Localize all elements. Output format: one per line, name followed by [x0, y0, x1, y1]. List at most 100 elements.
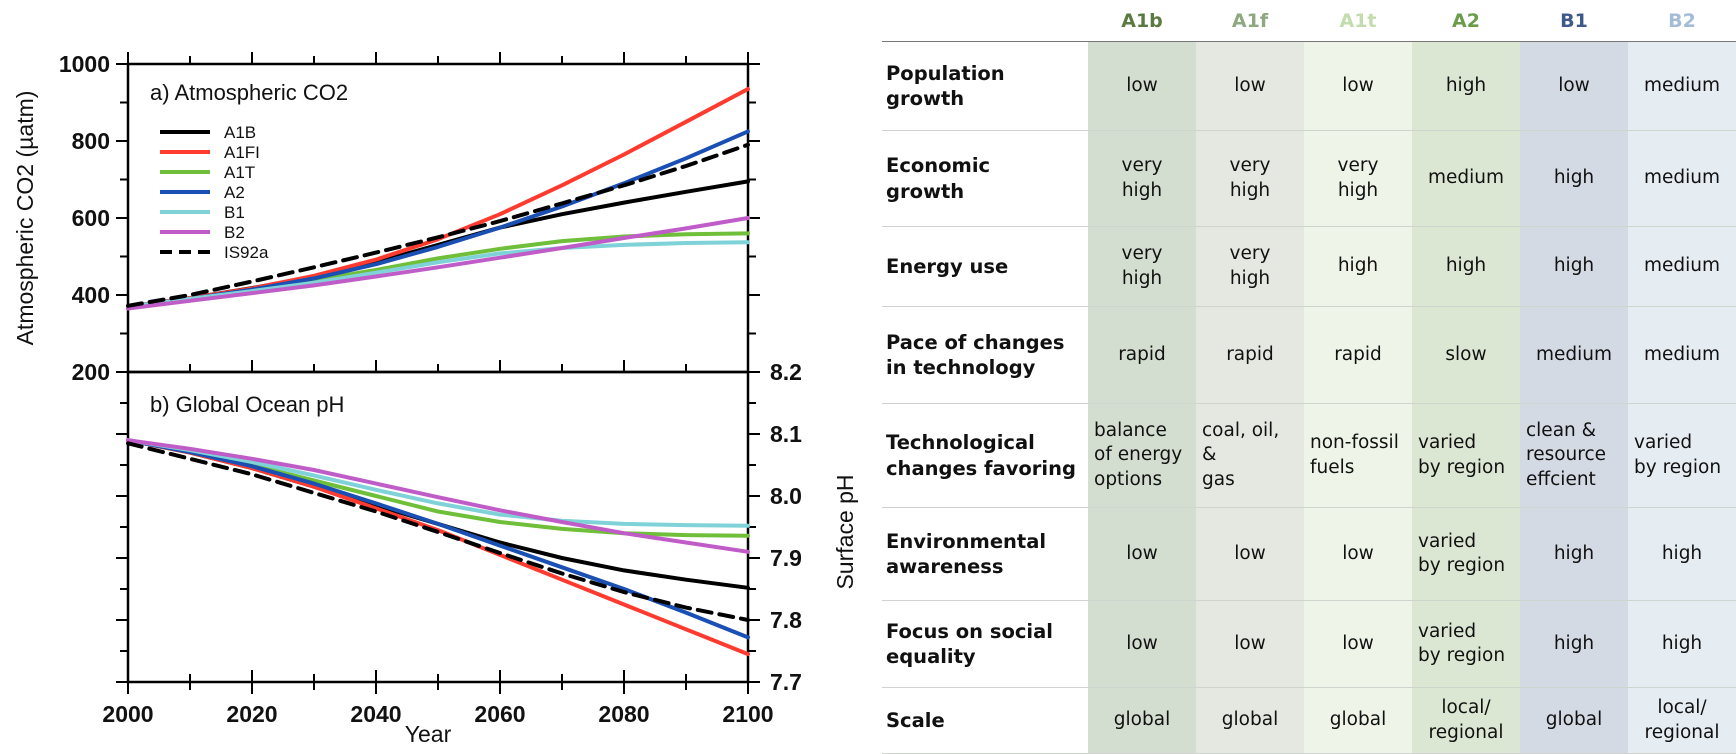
table-cell: rapid	[1196, 306, 1304, 404]
legend-label-a2: A2	[224, 183, 245, 202]
y-tick-label: 7.8	[770, 607, 802, 633]
y-tick-label: 8.1	[770, 421, 802, 447]
table-cell: low	[1196, 507, 1304, 601]
x-tick-label: 2080	[598, 701, 649, 727]
table-cell: high	[1628, 507, 1736, 601]
y-tick-label: 7.7	[770, 669, 802, 695]
table-cell: low	[1088, 41, 1196, 131]
table-row: Environmental awareness low low low varied by …	[882, 507, 1736, 601]
table-cell: medium	[1628, 130, 1736, 227]
table-cell: balance of energy options	[1088, 403, 1196, 508]
table-cell: coal, oil, & gas	[1196, 403, 1304, 508]
table-row: Technological changes favoring balance of e…	[882, 403, 1736, 508]
legend-label-is92a: IS92a	[224, 243, 269, 262]
table-header-corner	[882, 0, 1088, 42]
column-header-a1f: A1f	[1196, 0, 1304, 42]
legend-label-a1fi: A1FI	[224, 143, 260, 162]
column-header-b2: B2	[1628, 0, 1736, 42]
table-cell: low	[1088, 600, 1196, 688]
row-header: Environmental awareness	[882, 507, 1088, 601]
row-header: Energy use	[882, 226, 1088, 307]
legend-label-a1b: A1B	[224, 123, 256, 142]
table-row: Economic growth very high very high very high me…	[882, 130, 1736, 227]
x-tick-label: 2000	[102, 701, 153, 727]
table-cell: high	[1628, 600, 1736, 688]
y-tick-label: 1000	[59, 51, 110, 77]
table-cell: varied by region	[1628, 403, 1736, 508]
y-tick-label: 8.2	[770, 359, 802, 385]
table-cell: local/regional	[1412, 687, 1520, 754]
table-cell: high	[1520, 130, 1628, 227]
table-cell: slow	[1412, 306, 1520, 404]
panel-b-frame	[126, 370, 750, 684]
panel-b-title: b) Global Ocean pH	[150, 392, 344, 417]
y-tick-label: 800	[72, 128, 110, 154]
y-tick-label: 400	[72, 282, 110, 308]
series-line-b2	[126, 438, 750, 554]
table-cell: clean & resource effcient	[1520, 403, 1628, 508]
panel-a-title: a) Atmospheric CO2	[150, 80, 348, 105]
legend-label-a1t: A1T	[224, 163, 255, 182]
legend-label-b1: B1	[224, 203, 245, 222]
table-cell: low	[1196, 41, 1304, 131]
table-cell: global	[1088, 687, 1196, 754]
y-tick-label: 8.0	[770, 483, 802, 509]
table-cell: rapid	[1088, 306, 1196, 404]
x-tick-label: 2040	[350, 701, 401, 727]
table-cell: very high	[1196, 226, 1304, 307]
column-header-a2: A2	[1412, 0, 1520, 42]
table-cell: very high	[1304, 130, 1412, 227]
table-row: Population growth low low low high low medium	[882, 41, 1736, 131]
series-line-is92a	[126, 441, 750, 622]
y-tick-label: 7.9	[770, 545, 802, 571]
table-cell: low	[1520, 41, 1628, 131]
table-cell: medium	[1520, 306, 1628, 404]
x-axis-label: Year	[405, 721, 452, 747]
table-cell: high	[1412, 41, 1520, 131]
series-line-a1fi	[126, 438, 750, 657]
table-cell: high	[1304, 226, 1412, 307]
table-cell: high	[1412, 226, 1520, 307]
row-header: Pace of changes in technology	[882, 306, 1088, 404]
table-cell: very high	[1088, 226, 1196, 307]
table-cell: global	[1196, 687, 1304, 754]
column-header-b1: B1	[1520, 0, 1628, 42]
x-tick-label: 2020	[226, 701, 277, 727]
series-line-is92a	[126, 142, 750, 308]
table-cell: high	[1520, 507, 1628, 601]
panel-a-frame	[126, 62, 750, 374]
y-tick-label: 600	[72, 205, 110, 231]
table-cell: rapid	[1304, 306, 1412, 404]
table-cell: global	[1304, 687, 1412, 754]
table-row: Scale global global global local/regional glo…	[882, 687, 1736, 754]
table-cell: local/regional	[1628, 687, 1736, 754]
row-header: Focus on social equality	[882, 600, 1088, 688]
table-cell: medium	[1412, 130, 1520, 227]
table-row: Pace of changes in technology rapid rapid ra…	[882, 306, 1736, 404]
y-axis-label: Atmospheric CO2 (µatm)	[12, 91, 38, 346]
table-cell: low	[1304, 507, 1412, 601]
series-line-b2	[126, 216, 750, 311]
row-header: Technological changes favoring	[882, 403, 1088, 508]
table-cell: very high	[1088, 130, 1196, 227]
legend-label-b2: B2	[224, 223, 245, 242]
table-cell: low	[1088, 507, 1196, 601]
table-cell: medium	[1628, 41, 1736, 131]
table-cell: medium	[1628, 306, 1736, 404]
column-header-a1b: A1b	[1088, 0, 1196, 42]
table-body: Population growth low low low high low medium Ec…	[882, 41, 1736, 754]
series-line-a2	[126, 129, 750, 309]
y-tick-label: 200	[72, 359, 110, 385]
table-cell: low	[1196, 600, 1304, 688]
table-cell: varied by region	[1412, 600, 1520, 688]
row-header: Scale	[882, 687, 1088, 754]
y-axis-label-right: Surface pH	[832, 474, 858, 589]
table-cell: low	[1304, 600, 1412, 688]
scenario-table-container: A1b A1f A1t A2 B1 B2 Population growth low low lo…	[882, 0, 1736, 754]
series-line-b1	[126, 438, 750, 528]
table-cell: low	[1304, 41, 1412, 131]
table-cell: varied by region	[1412, 507, 1520, 601]
table-cell: varied by region	[1412, 403, 1520, 508]
table-row: Energy use very high very high high high high me…	[882, 226, 1736, 307]
table-row: Focus on social equality low low low varied by…	[882, 600, 1736, 688]
